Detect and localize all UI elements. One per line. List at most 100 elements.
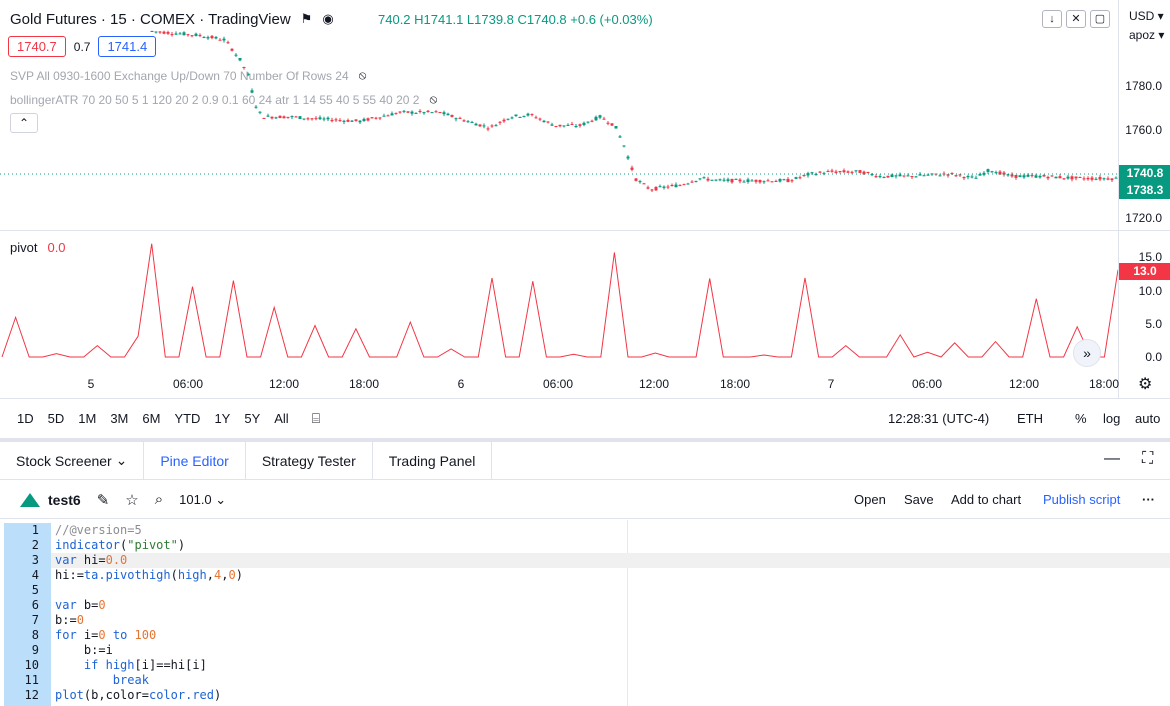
publish-script-button[interactable]: Publish script [1043, 492, 1121, 507]
pivot-value: 0.0 [47, 240, 66, 255]
time-axis-label: 12:00 [638, 377, 670, 391]
tab-stock-screener[interactable]: Stock Screener ⌄ [0, 442, 145, 479]
eye-hidden-icon[interactable]: ⦸ [358, 68, 367, 82]
line-number: 4 [31, 568, 39, 582]
star-icon[interactable]: ☆ [125, 491, 139, 509]
pivot-scale-label: 10.0 [1138, 284, 1162, 298]
symbol-title[interactable]: Gold Futures · 15 · COMEX · TradingView [10, 10, 291, 28]
tab-label: Strategy Tester [261, 452, 356, 469]
time-axis-label: 6 [457, 377, 465, 391]
spread-value: 0.7 [73, 39, 91, 54]
chart-header: Gold Futures · 15 · COMEX · TradingView … [0, 6, 334, 32]
unit-label: apoz [1129, 28, 1156, 42]
indicator-legend[interactable]: SVP All 0930-1600 Exchange Up/Down 70 Nu… [10, 68, 366, 83]
time-axis-label: 18:00 [1088, 377, 1120, 391]
range-button[interactable]: YTD [174, 411, 201, 426]
percent-scale-button[interactable]: % [1075, 411, 1087, 426]
gear-icon[interactable]: ⚙ [1138, 376, 1153, 393]
margin-guide [627, 520, 628, 706]
price-scale-label: 1780.0 [1125, 79, 1162, 93]
chevron-down-icon: ⌄ [115, 452, 128, 468]
line-number: 7 [31, 613, 39, 627]
code-text: hi:=ta.pivothigh(high,4,0) [55, 568, 243, 582]
range-button[interactable]: 1Y [214, 411, 231, 426]
save-button[interactable]: Save [904, 492, 934, 507]
tab-strategy-tester[interactable]: Strategy Tester [246, 442, 373, 479]
tab-label: Pine Editor [160, 452, 229, 469]
code-text: var hi=0.0 [55, 553, 128, 567]
range-button[interactable]: All [274, 411, 289, 426]
pivot-pane[interactable] [0, 231, 1118, 371]
fullscreen-icon[interactable]: ⛶ [1142, 450, 1154, 467]
panel-controls: — ⛶ [1104, 450, 1153, 468]
time-axis-label: 5 [87, 377, 95, 391]
range-button[interactable]: 5Y [244, 411, 261, 426]
chart-area[interactable]: 1780.0 1760.0 1720.0 1740.8 1738.3 15.0 … [0, 0, 1170, 398]
go-to-date-icon[interactable]: ⌸ [311, 410, 321, 426]
collapse-pane-icon[interactable]: ✕ [1066, 10, 1086, 28]
indicator-legend[interactable]: bollingerATR 70 20 50 5 1 120 20 2 0.9 0… [10, 92, 437, 107]
code-text: var b=0 [55, 598, 106, 612]
session-toggle[interactable]: ETH [1017, 411, 1043, 426]
pivot-scale-label: 0.0 [1145, 350, 1162, 364]
pivot-series-line [1, 243, 1118, 358]
arrow-down-icon[interactable]: ↓ [1042, 10, 1062, 28]
tab-trading-panel[interactable]: Trading Panel [373, 442, 493, 479]
add-to-chart-button[interactable]: Add to chart [951, 492, 1022, 507]
flag-icon[interactable]: ⚑ [300, 11, 313, 26]
pane-controls: ↓ ✕ ▢ [1042, 10, 1110, 28]
line-number: 8 [31, 628, 39, 642]
open-button[interactable]: Open [854, 492, 886, 507]
minimize-icon[interactable]: — [1104, 450, 1120, 467]
sell-price-button[interactable]: 1740.7 [8, 36, 66, 57]
time-axis-label: 06:00 [172, 377, 204, 391]
clock[interactable]: 12:28:31 (UTC-4) [888, 411, 990, 426]
price-pane[interactable] [0, 0, 1118, 230]
tab-pine-editor[interactable]: Pine Editor [144, 442, 246, 479]
panel-separator[interactable] [0, 438, 1170, 442]
bottom-panel-tabs: Stock Screener ⌄ Pine Editor Strategy Te… [0, 442, 1170, 480]
pivot-scale-label: 15.0 [1138, 250, 1162, 264]
pivot-scale-label: 5.0 [1145, 317, 1162, 331]
line-number: 1 [31, 523, 39, 537]
range-button[interactable]: 6M [142, 411, 161, 426]
pivot-legend[interactable]: pivot 0.0 [10, 240, 66, 255]
pivot-last-value-tag: 13.0 [1119, 263, 1170, 280]
code-text: b:=i [83, 643, 113, 657]
code-text: //@version=5 [55, 523, 142, 537]
range-button[interactable]: 1M [78, 411, 97, 426]
price-scale-label: 1760.0 [1125, 123, 1162, 137]
line-number: 3 [31, 553, 39, 567]
eye-hidden-icon[interactable]: ⦸ [429, 92, 438, 106]
code-editor[interactable]: 1 //@version=5 2 indicator("pivot") 3 var hi=… [0, 520, 1170, 706]
script-logo-icon [20, 492, 40, 507]
version-selector[interactable]: 101.0 ⌄ [179, 491, 227, 507]
code-text: break [112, 673, 149, 687]
more-icon[interactable]: ··· [1142, 492, 1155, 507]
currency-selector[interactable]: USD ▾ [1129, 9, 1164, 23]
range-button[interactable]: 5D [47, 411, 65, 426]
auto-scale-button[interactable]: auto [1135, 411, 1161, 426]
cursor-line-highlight [51, 553, 1170, 568]
code-text: b:=0 [55, 613, 84, 627]
code-text: for i=0 to 100 [55, 628, 157, 642]
time-axis[interactable]: 5 06:00 12:00 18:00 6 06:00 12:00 18:00 7 06:00 12… [0, 371, 1120, 398]
range-button[interactable]: 1D [17, 411, 34, 426]
scroll-to-realtime-button[interactable]: » [1073, 339, 1101, 367]
collapse-legend-button[interactable]: ⌃ [10, 113, 38, 133]
maximize-pane-icon[interactable]: ▢ [1090, 10, 1110, 28]
search-icon[interactable]: ⌕ [154, 491, 164, 508]
bid-ask-box: 1740.7 0.7 1741.4 [8, 36, 157, 57]
range-button[interactable]: 3M [110, 411, 129, 426]
price-scale[interactable]: 1780.0 1760.0 1720.0 1740.8 1738.3 15.0 … [1118, 0, 1170, 398]
tab-label: Stock Screener [16, 452, 112, 469]
buy-price-button[interactable]: 1741.4 [98, 36, 157, 57]
bid-price-tag: 1738.3 [1119, 182, 1170, 199]
unit-selector[interactable]: apoz ▾ [1129, 28, 1165, 42]
range-bar: 1D 5D 1M 3M 6M YTD 1Y 5Y All ⌸ 12:28:31 … [0, 398, 1170, 438]
script-name[interactable]: test6 [48, 491, 81, 508]
log-scale-button[interactable]: log [1103, 411, 1121, 426]
eye-icon[interactable]: ◉ [322, 11, 334, 26]
pencil-icon[interactable]: ✎ [96, 491, 110, 509]
pane-separator[interactable] [0, 230, 1170, 231]
